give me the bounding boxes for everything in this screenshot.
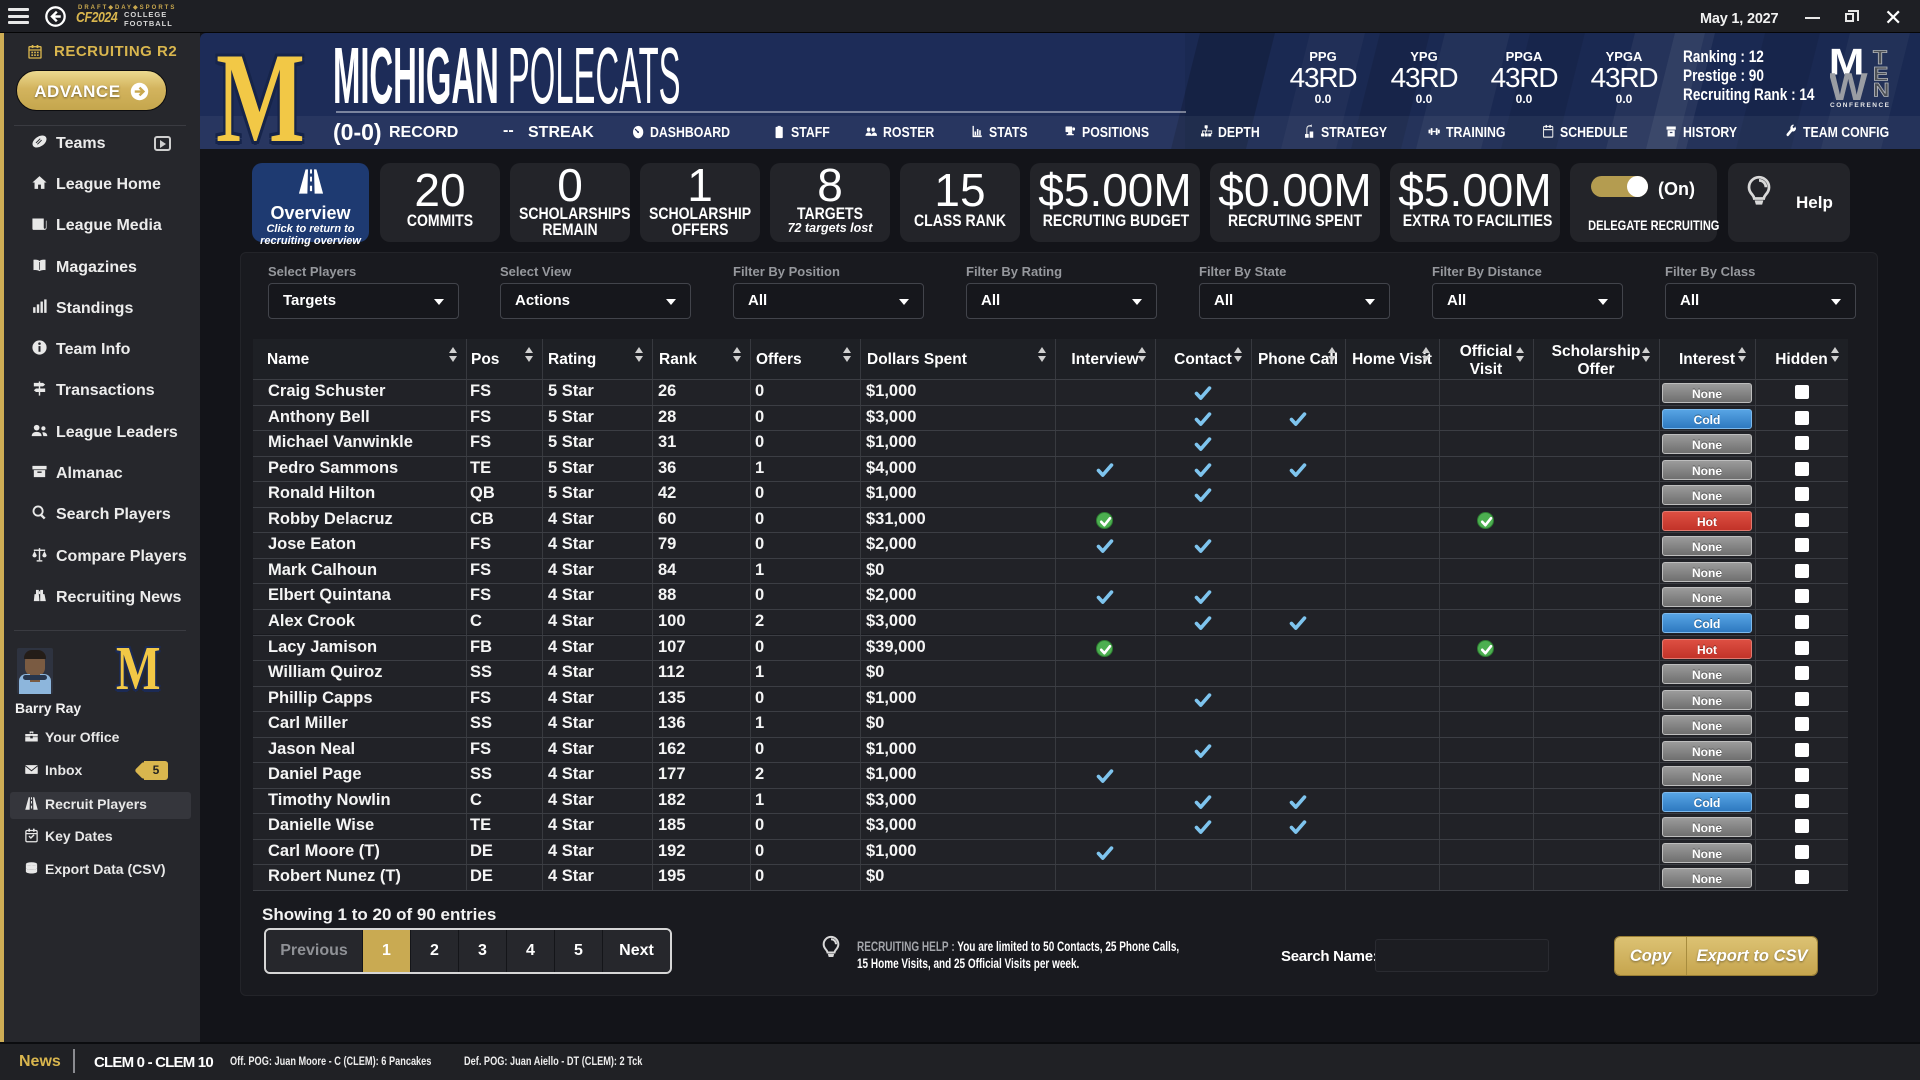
- svg-text:N: N: [1873, 79, 1890, 101]
- svg-text:T: T: [1873, 46, 1887, 68]
- svg-text:W: W: [1830, 66, 1868, 109]
- svg-text:E: E: [1873, 63, 1888, 85]
- svg-text:CONFERENCE: CONFERENCE: [1830, 102, 1891, 109]
- svg-text:M: M: [1830, 45, 1864, 83]
